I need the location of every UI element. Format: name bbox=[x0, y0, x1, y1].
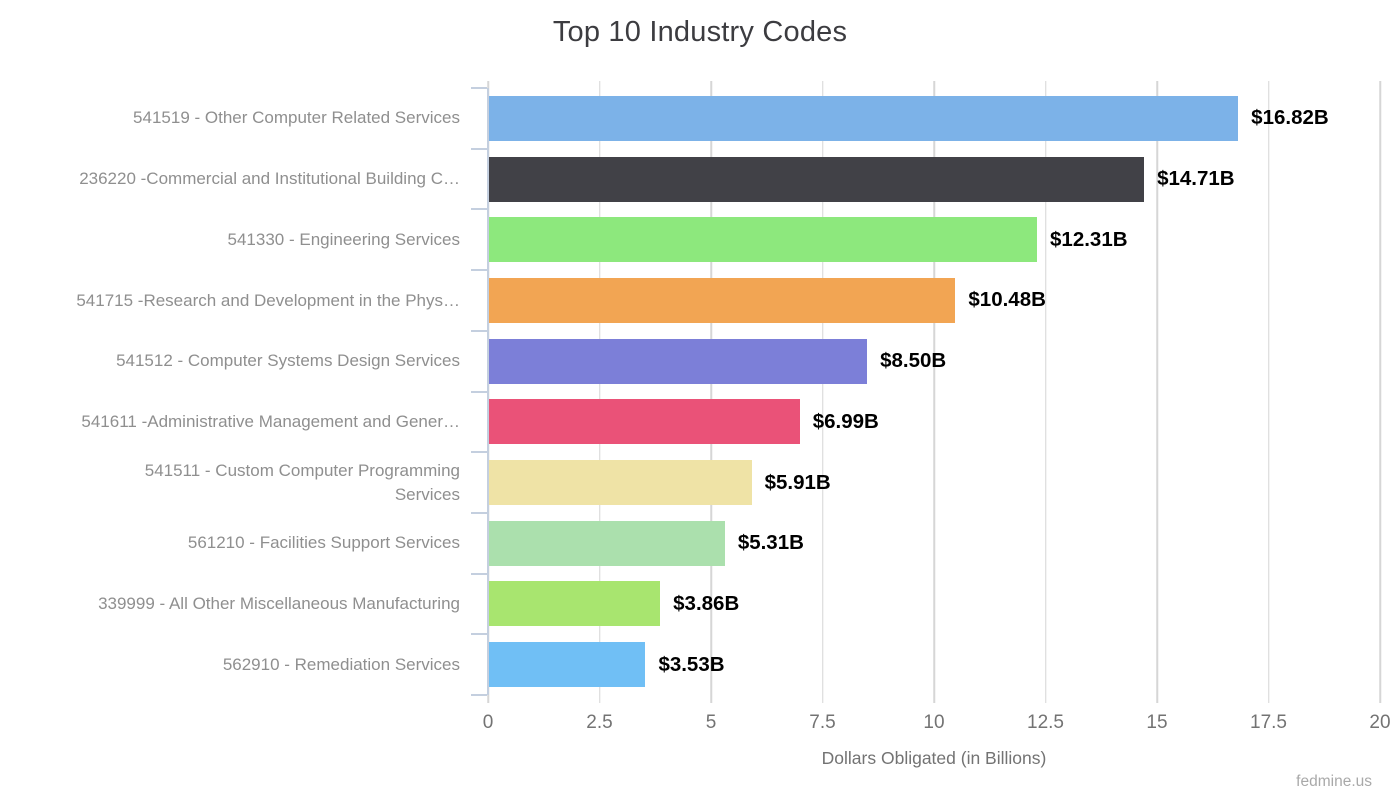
x-tick-label: 20 bbox=[1369, 712, 1391, 733]
bar-value-label: $12.31B bbox=[1050, 227, 1128, 251]
x-tick-label: 17.5 bbox=[1250, 712, 1287, 733]
bar-row: $10.48B bbox=[488, 270, 1380, 331]
category-label: 541519 - Other Computer Related Services bbox=[133, 108, 460, 128]
x-tick-label: 12.5 bbox=[1027, 712, 1064, 733]
bar-row: $14.71B bbox=[488, 149, 1380, 210]
y-axis-tick bbox=[471, 329, 487, 332]
gridline bbox=[710, 81, 712, 703]
bar-row: $5.31B bbox=[488, 513, 1380, 574]
bar-value-label: $5.31B bbox=[737, 531, 804, 555]
x-tick-label: 0 bbox=[482, 712, 494, 733]
bar-value-label: $16.82B bbox=[1251, 106, 1329, 130]
gridline bbox=[821, 81, 824, 703]
category-label: 541330 - Engineering Services bbox=[227, 229, 460, 249]
x-axis-title: Dollars Obligated (in Billions) bbox=[821, 748, 1047, 768]
bar-541330[interactable] bbox=[488, 217, 1038, 263]
category-label: 541611 -Administrative Management and Ge… bbox=[81, 411, 460, 431]
bar-rows: $16.82B $14.71B $12.31B $10.48B $8.50B $… bbox=[488, 88, 1380, 695]
bar-339999[interactable] bbox=[488, 581, 661, 627]
bar-value-label: $6.99B bbox=[812, 409, 879, 433]
y-axis-line bbox=[487, 88, 489, 695]
x-tick-label: 5 bbox=[705, 712, 717, 733]
bar-value-label: $10.48B bbox=[968, 288, 1046, 312]
watermark: fedmine.us bbox=[1296, 773, 1372, 790]
bar-541511[interactable] bbox=[488, 460, 752, 506]
bar-value-label: $5.91B bbox=[764, 470, 831, 494]
category-label: 541715 -Research and Development in the … bbox=[76, 290, 460, 310]
y-axis-tick bbox=[471, 572, 487, 575]
gridline bbox=[1267, 81, 1270, 703]
bar-value-label: $3.86B bbox=[673, 591, 740, 615]
bar-562910[interactable] bbox=[488, 642, 646, 688]
bar-row: $3.53B bbox=[488, 634, 1380, 695]
y-axis-tick bbox=[471, 269, 487, 272]
x-tick-label: 15 bbox=[1146, 712, 1168, 733]
gridline bbox=[1156, 81, 1158, 703]
x-tick-label: 10 bbox=[923, 712, 945, 733]
bar-row: $3.86B bbox=[488, 574, 1380, 635]
category-label: 236220 -Commercial and Institutional Bui… bbox=[79, 169, 460, 189]
x-tick-label: 7.5 bbox=[809, 712, 836, 733]
bar-561210[interactable] bbox=[488, 520, 725, 566]
bar-row: $16.82B bbox=[488, 88, 1380, 149]
bar-value-label: $3.53B bbox=[658, 652, 725, 676]
y-axis-tick bbox=[471, 87, 487, 89]
gridline bbox=[1379, 81, 1381, 703]
y-axis-tick bbox=[471, 208, 487, 211]
chart-title: Top 10 Industry Codes bbox=[552, 16, 848, 48]
gridline bbox=[933, 81, 935, 703]
bar-row: $12.31B bbox=[488, 209, 1380, 270]
y-axis-tick bbox=[471, 390, 487, 393]
gridline bbox=[1044, 81, 1047, 703]
category-label: 339999 - All Other Miscellaneous Manufac… bbox=[98, 594, 460, 614]
x-tick-label: 2.5 bbox=[586, 712, 613, 733]
bar-541519[interactable] bbox=[488, 95, 1239, 141]
y-axis-tick bbox=[471, 511, 487, 514]
x-axis-tick-labels: 0 2.5 5 7.5 10 12.5 15 17.5 20 bbox=[483, 712, 1391, 738]
category-axis-labels: 541519 - Other Computer Related Services… bbox=[0, 88, 488, 695]
bar-value-label: $14.71B bbox=[1157, 167, 1235, 191]
bar-541611[interactable] bbox=[488, 399, 800, 445]
bar-value-label: $8.50B bbox=[880, 349, 947, 373]
y-axis-tick bbox=[471, 451, 487, 454]
y-axis-tick bbox=[471, 694, 487, 696]
bar-541512[interactable] bbox=[488, 338, 868, 384]
bar-541715[interactable] bbox=[488, 277, 956, 323]
bar-row: $8.50B bbox=[488, 331, 1380, 392]
category-label: 541511 - Custom Computer Programming Ser… bbox=[144, 460, 460, 504]
bar-row: $6.99B bbox=[488, 392, 1380, 453]
category-label: 562910 - Remediation Services bbox=[222, 654, 460, 674]
y-axis-tick bbox=[471, 147, 487, 150]
y-axis-tick bbox=[471, 633, 487, 636]
bar-236220[interactable] bbox=[488, 156, 1145, 202]
gridline bbox=[598, 81, 601, 703]
category-label: 561210 - Facilities Support Services bbox=[187, 533, 460, 553]
bar-row: $5.91B bbox=[488, 452, 1380, 513]
plot-area: $16.82B $14.71B $12.31B $10.48B $8.50B $… bbox=[471, 81, 1381, 703]
category-label: 541512 - Computer Systems Design Service… bbox=[116, 351, 460, 371]
